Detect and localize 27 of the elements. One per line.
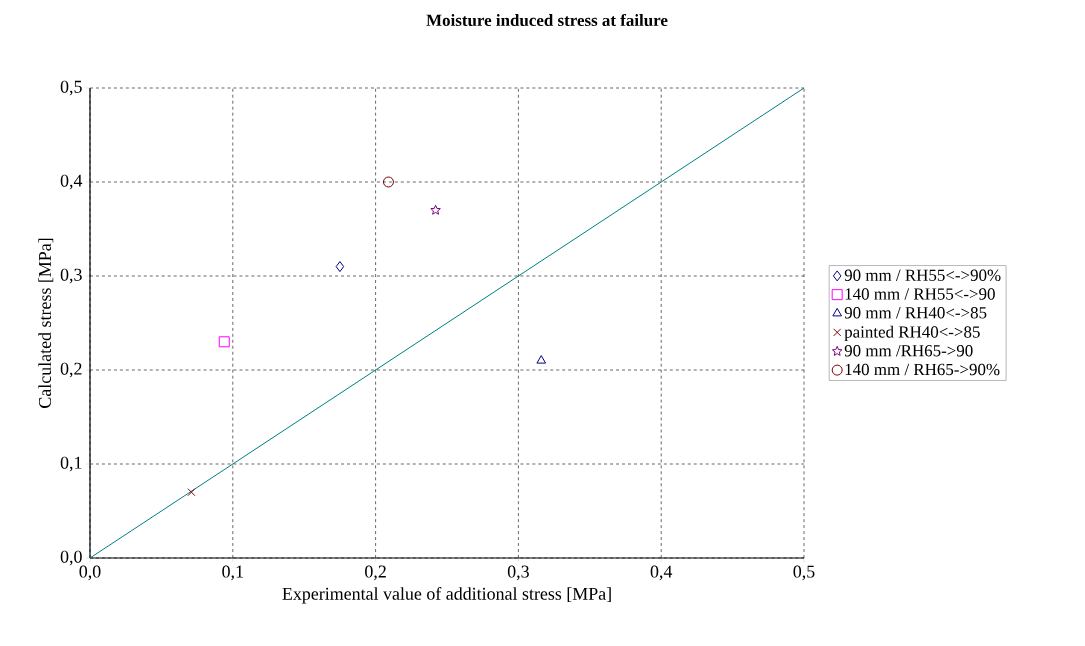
x-tick-label: 0,4 — [650, 565, 673, 581]
point — [430, 204, 441, 215]
x-tick-label: 0,0 — [79, 565, 101, 581]
legend-label: 140 mm / RH65->90% — [845, 363, 1000, 376]
point — [335, 261, 345, 273]
x-tick-label: 0,5 — [793, 565, 815, 581]
x-tick-label: 0,2 — [365, 565, 386, 581]
y-tick-label: 0,1 — [60, 456, 82, 472]
point — [382, 176, 394, 188]
point — [218, 336, 230, 348]
x-tick-label: 0,3 — [507, 565, 529, 581]
point — [536, 355, 547, 364]
x-axis-title: Experimental value of additional stress [MPa] — [282, 587, 611, 604]
point — [187, 488, 196, 497]
legend-label: painted RH40<->85 — [844, 325, 980, 342]
legend-label: 90 mm /RH65->90 — [844, 344, 973, 357]
y-tick-label: 0,2 — [60, 362, 82, 378]
y-axis-title: Calculated stress [MPa] — [38, 238, 54, 408]
x-tick-label: 0,1 — [222, 565, 243, 581]
legend-label: 90 mm / RH40<->85 — [844, 307, 987, 319]
y-tick-label: 0,0 — [60, 550, 82, 566]
chart-title: Moisture induced stress at failure — [426, 13, 668, 27]
y-tick-label: 0,3 — [60, 268, 82, 284]
legend-label: 90 mm / RH55<->90% — [844, 269, 1001, 281]
y-tick-label: 0,5 — [60, 80, 82, 96]
y-tick-label: 0,4 — [60, 174, 83, 190]
legend-label: 140 mm / RH55<->90 — [845, 288, 995, 300]
